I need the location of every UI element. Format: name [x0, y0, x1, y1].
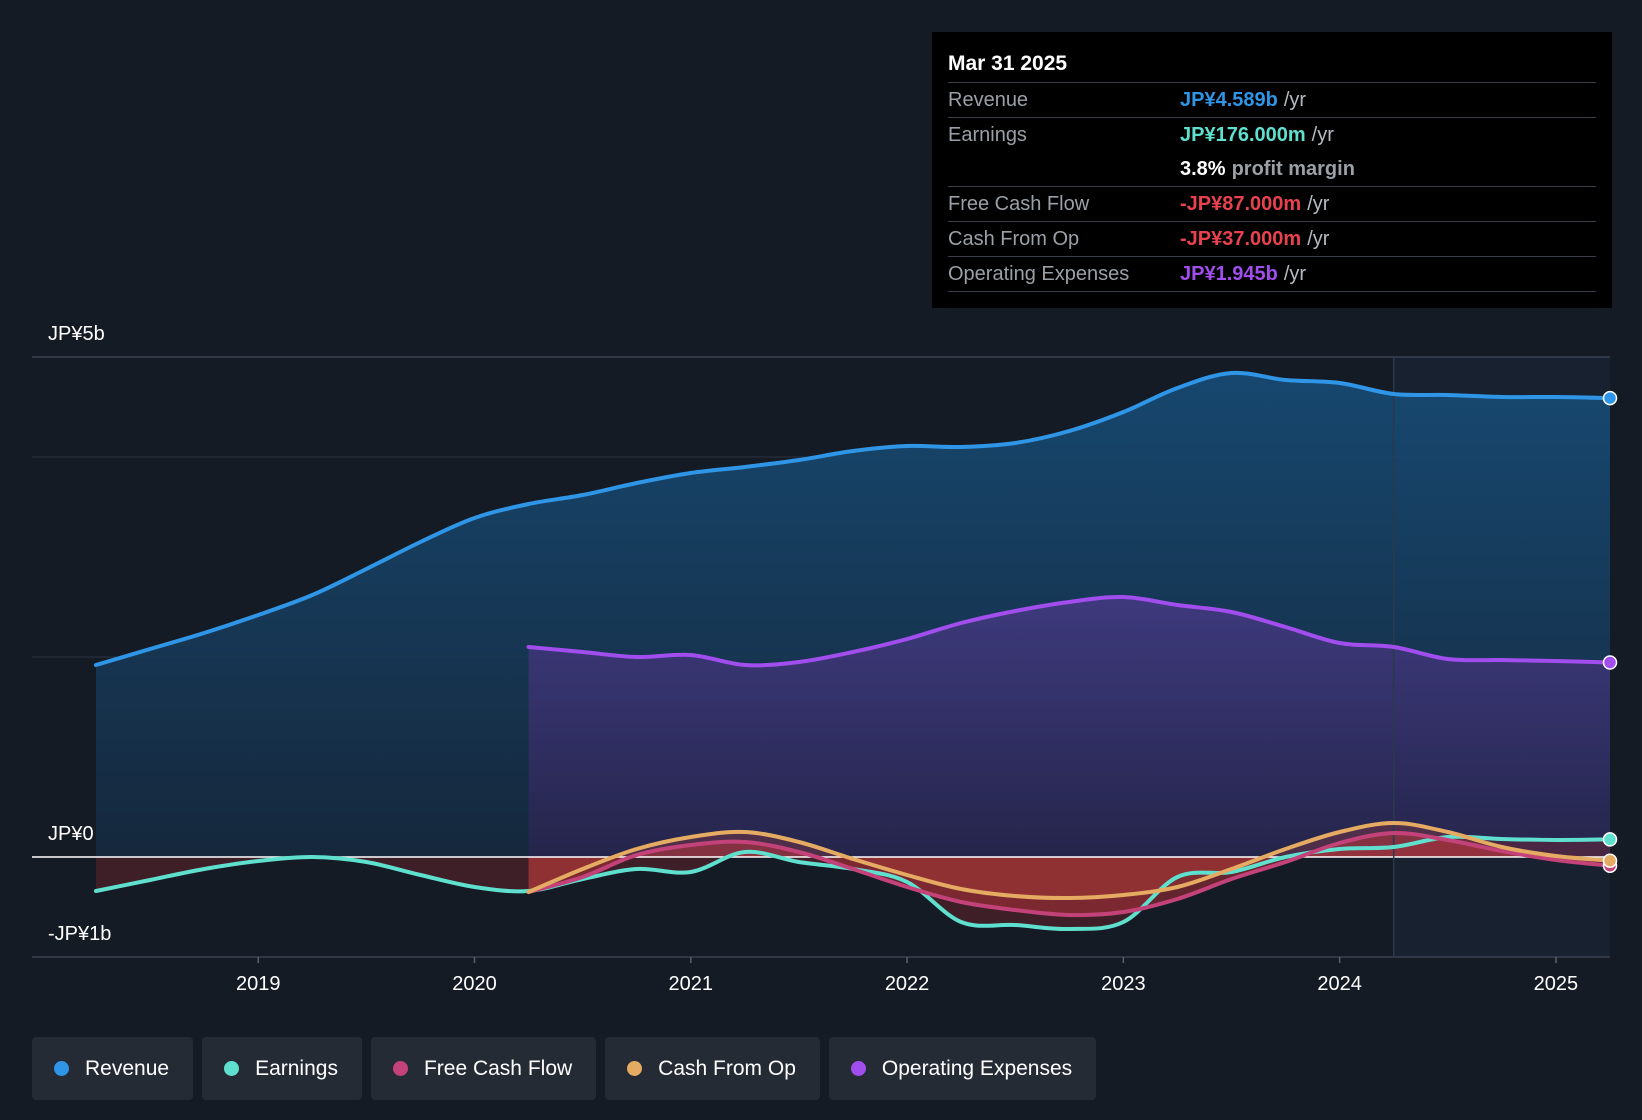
legend-dot-icon	[224, 1061, 240, 1076]
tooltip-unit: /yr	[1283, 89, 1307, 111]
tooltip-date: Mar 31 2025	[948, 46, 1596, 83]
x-tick-label: 2024	[1317, 973, 1362, 995]
tooltip-label: Cash From Op	[948, 228, 1080, 250]
tooltip-row-profit-margin: 3.8% profit margin	[948, 152, 1596, 187]
tooltip-value: JP¥4.589b	[1180, 89, 1278, 111]
legend: Revenue Earnings Free Cash Flow Cash Fro…	[32, 1037, 1105, 1100]
tooltip-value: JP¥176.000m	[1180, 124, 1306, 146]
tooltip-value: JP¥1.945b	[1180, 263, 1278, 285]
tooltip-row-operating-expenses: Operating Expenses JP¥1.945b /yr	[948, 257, 1596, 292]
legend-label: Cash From Op	[658, 1056, 796, 1080]
y-label-bottom: -JP¥1b	[48, 923, 111, 945]
tooltip-label: Revenue	[948, 89, 1029, 111]
legend-label: Free Cash Flow	[423, 1056, 573, 1080]
end-marker-earnings	[1602, 832, 1618, 847]
line-revenue	[94, 370, 1612, 667]
tooltip-label	[948, 152, 1180, 186]
tooltip-value: -JP¥37.000m	[1180, 228, 1302, 250]
tooltip-unit: /yr	[1311, 124, 1334, 146]
tooltip-value: -JP¥87.000m	[1180, 193, 1302, 215]
line-free-cash-flow	[526, 830, 1612, 918]
tooltip-row-free-cash-flow: Free Cash Flow -JP¥87.000m /yr	[948, 187, 1596, 222]
line-operating-expenses	[526, 594, 1612, 668]
legend-label: Earnings	[255, 1056, 338, 1080]
x-tick-label: 2023	[1101, 973, 1146, 995]
x-tick-label: 2020	[452, 973, 497, 995]
x-tick-label: 2022	[885, 973, 930, 995]
legend-item-free-cash-flow[interactable]: Free Cash Flow	[370, 1037, 597, 1100]
legend-item-revenue[interactable]: Revenue	[32, 1037, 194, 1100]
x-tick-label: 2025	[1534, 973, 1579, 995]
legend-dot-icon	[392, 1061, 408, 1076]
tooltip: Mar 31 2025 Revenue JP¥4.589b /yr Earnin…	[932, 32, 1612, 308]
series-areas	[96, 372, 1610, 930]
y-label-top: JP¥5b	[48, 323, 105, 345]
series-lines	[94, 370, 1612, 932]
legend-dot-icon	[627, 1061, 643, 1076]
y-label-zero: JP¥0	[48, 823, 94, 845]
tooltip-label: Free Cash Flow	[948, 193, 1090, 215]
series-end-markers	[1602, 390, 1618, 873]
tooltip-label: Earnings	[948, 124, 1027, 146]
tooltip-label: Operating Expenses	[948, 263, 1130, 285]
tooltip-unit: /yr	[1307, 193, 1330, 215]
legend-item-earnings[interactable]: Earnings	[202, 1037, 362, 1100]
area-operating-expenses	[528, 596, 1610, 857]
tooltip-unit: /yr	[1283, 263, 1307, 285]
tooltip-unit: profit margin	[1231, 158, 1355, 180]
legend-label: Revenue	[85, 1056, 170, 1080]
legend-label: Operating Expenses	[881, 1056, 1073, 1080]
tooltip-row-cash-from-op: Cash From Op -JP¥37.000m /yr	[948, 222, 1596, 257]
x-axis: 2019 2020 2021 2022 2023 2024 2025	[236, 957, 1578, 995]
tooltip-row-revenue: Revenue JP¥4.589b /yr	[948, 83, 1596, 118]
end-marker-revenue	[1602, 390, 1618, 406]
legend-item-operating-expenses[interactable]: Operating Expenses	[828, 1037, 1097, 1100]
tooltip-value: 3.8%	[1180, 158, 1226, 180]
end-marker-operating-expenses	[1602, 655, 1618, 670]
x-tick-label: 2019	[236, 973, 281, 995]
area-earnings	[96, 836, 1610, 930]
tooltip-row-earnings: Earnings JP¥176.000m /yr	[948, 118, 1596, 152]
end-marker-cash-from-op	[1602, 853, 1618, 868]
x-tick-label: 2021	[669, 973, 714, 995]
legend-dot-icon	[54, 1061, 69, 1076]
legend-dot-icon	[850, 1061, 866, 1076]
line-cash-from-op	[526, 821, 1612, 901]
legend-item-cash-from-op[interactable]: Cash From Op	[605, 1037, 820, 1100]
tooltip-unit: /yr	[1307, 228, 1330, 250]
